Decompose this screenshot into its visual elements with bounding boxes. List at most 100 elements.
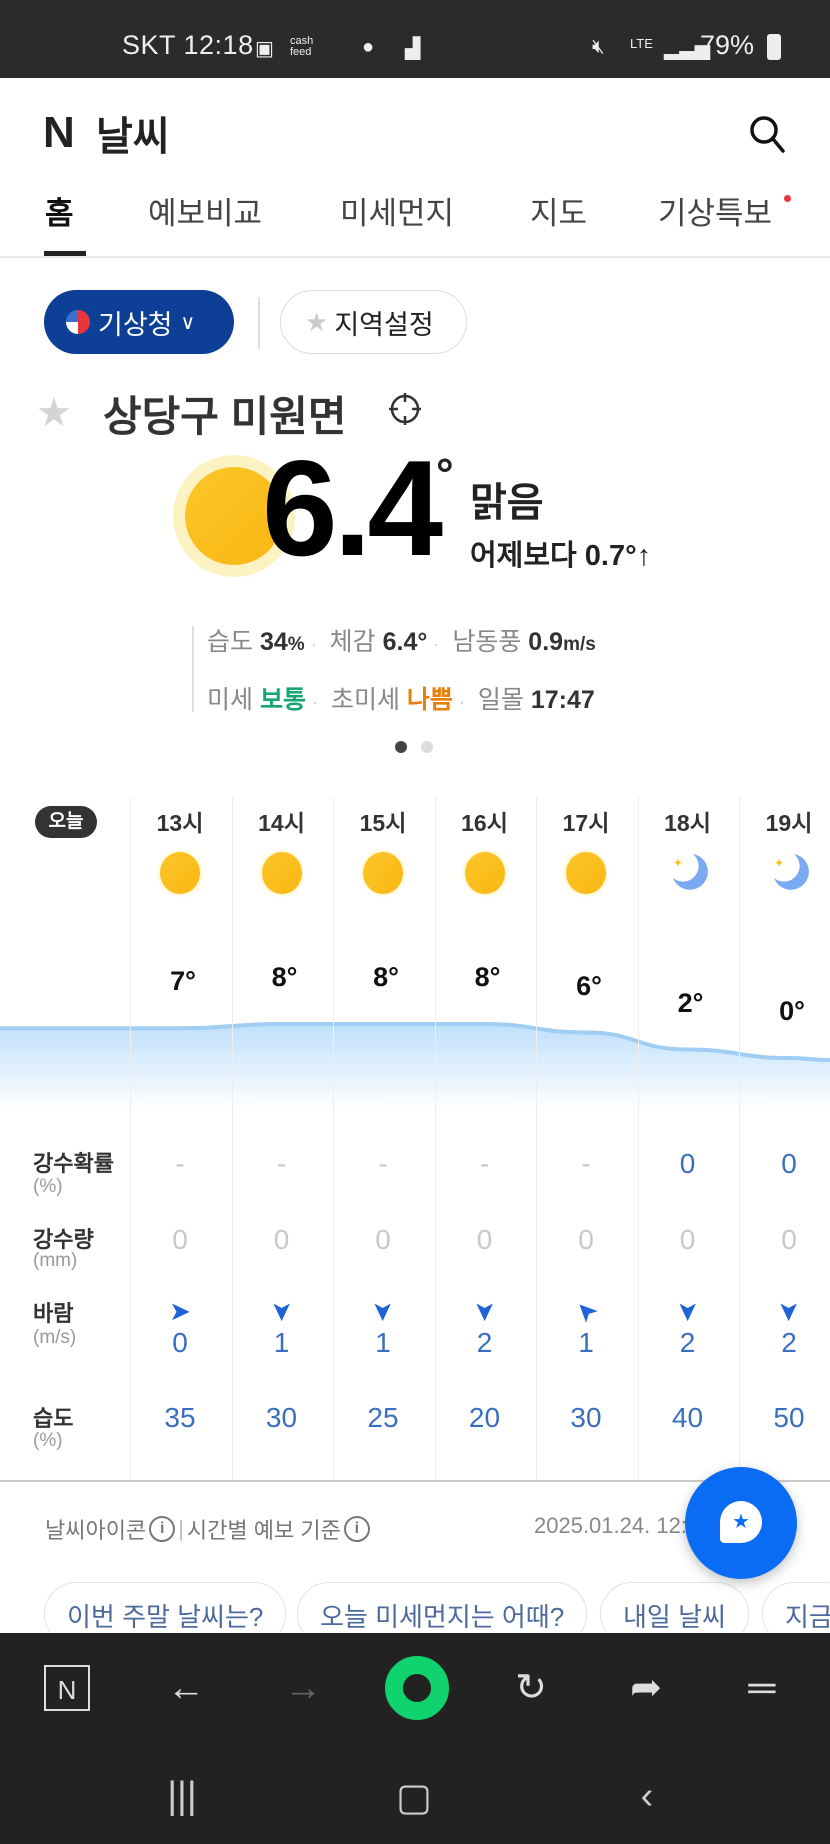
hour-temperature: 6° — [576, 970, 602, 1001]
sun-icon — [464, 852, 505, 894]
location-name: 상당구 미원면 — [103, 393, 347, 440]
star-icon: ★ — [305, 306, 329, 337]
humidity-value: 35 — [164, 1402, 196, 1433]
crosshair-icon[interactable] — [388, 392, 422, 426]
info-icon[interactable]: i — [149, 1516, 176, 1542]
menu-icon[interactable]: ═ — [748, 1667, 776, 1709]
wind-direction-icon: ➤ — [673, 1300, 703, 1323]
column-divider — [536, 797, 537, 1481]
forward-icon[interactable]: → — [284, 1667, 322, 1709]
suggestion-chip[interactable]: 내일 날씨 — [600, 1582, 749, 1646]
column-divider — [130, 797, 131, 1481]
column-divider — [739, 797, 740, 1481]
humidity-value: 34 — [259, 628, 288, 656]
refresh-icon[interactable]: ↻ — [515, 1667, 547, 1709]
info-icon[interactable]: i — [343, 1516, 370, 1542]
sunset-label: 일몰 — [477, 686, 524, 714]
degree-symbol: ° — [436, 450, 454, 499]
app-icon-2: ▟ — [405, 38, 421, 60]
hour-label: 19시 — [765, 810, 813, 836]
favorite-star-icon[interactable]: ★ — [36, 391, 72, 435]
humidity-value: 20 — [468, 1402, 501, 1433]
cashfeed-icon: cash feed — [290, 35, 314, 58]
carrier-time: SKT 12:18 — [122, 30, 254, 60]
chatbot-button[interactable]: ★ — [685, 1467, 797, 1579]
source-label: 기상청 — [98, 309, 173, 340]
recents-icon[interactable]: ||| — [167, 1775, 197, 1817]
update-timestamp: 2025.01.24. 12:1 — [534, 1513, 700, 1538]
pager-dot-active[interactable] — [395, 741, 407, 753]
precip-value: 0 — [476, 1224, 493, 1255]
precip-prob-value: - — [276, 1148, 287, 1179]
naver-logo[interactable]: N — [43, 108, 75, 157]
hour-label: 14시 — [258, 810, 305, 836]
wind-speed-value: 2 — [679, 1327, 696, 1358]
temperature-area — [0, 1024, 830, 1110]
precip-value: 0 — [172, 1224, 188, 1255]
share-icon[interactable]: ➦ — [630, 1667, 662, 1709]
suggestion-chip[interactable]: 이번 주말 날씨는? — [44, 1582, 287, 1646]
humidity-value: 30 — [265, 1402, 298, 1433]
feels-like-value: 6.4° — [382, 628, 428, 656]
signal-icon: ▂▃▅ — [664, 38, 711, 60]
pager-dot[interactable] — [421, 741, 433, 753]
active-tab-indicator — [44, 251, 86, 256]
wind-direction-icon: ➤ — [267, 1300, 297, 1323]
wind-row-label: 바람 — [33, 1301, 74, 1326]
kma-logo-icon — [66, 310, 90, 334]
precip-value: 0 — [578, 1224, 594, 1255]
tab-forecast-compare[interactable]: 예보비교 — [148, 196, 263, 231]
tab-home[interactable]: 홈 — [45, 196, 74, 231]
region-settings-label: 지역설정 — [334, 309, 434, 340]
wind-unit: m/s — [563, 634, 596, 655]
mute-icon: 🔇︎ — [592, 36, 605, 58]
temperature-line — [0, 1022, 830, 1062]
tab-map[interactable]: 지도 — [530, 196, 588, 231]
temp-value: 7 — [170, 966, 186, 997]
pm10-label: 미세 — [207, 686, 254, 714]
temp-value: 0 — [779, 996, 795, 1026]
divider — [0, 256, 830, 258]
moon-icon: ✦ — [667, 850, 709, 894]
search-icon[interactable] — [748, 114, 786, 154]
hour-label: 13시 — [156, 810, 204, 836]
divider — [258, 297, 260, 349]
hour-temperature: 8° — [271, 962, 298, 992]
wind-direction-icon: ➤ — [169, 1296, 191, 1326]
divider — [192, 626, 194, 712]
sunset-value: 17:47 — [530, 686, 595, 714]
notification-dot — [784, 195, 791, 202]
temp-value: 2 — [677, 987, 693, 1018]
weather-condition: 맑음 — [470, 481, 544, 525]
back-nav-icon[interactable]: ‹ — [640, 1775, 654, 1817]
wind-speed-value: 1 — [578, 1327, 594, 1358]
home-icon[interactable]: ▢ — [396, 1777, 432, 1819]
wind-direction-icon: ➤ — [567, 1293, 604, 1331]
pm10-status: 보통 — [259, 686, 306, 714]
back-icon[interactable]: ← — [167, 1667, 205, 1709]
hour-temperature: 8° — [474, 962, 501, 992]
column-divider — [637, 797, 639, 1481]
humidity-value: 25 — [367, 1402, 399, 1433]
sun-icon — [363, 852, 403, 894]
source-select-button[interactable]: 기상청 ∨ — [44, 290, 234, 354]
naver-home-icon[interactable]: N — [44, 1665, 90, 1711]
wind-direction-icon: ➤ — [470, 1300, 500, 1323]
green-dot-icon[interactable] — [385, 1656, 449, 1720]
weather-icon-info-label: 날씨아이콘 — [45, 1518, 147, 1543]
today-badge: 오늘 — [35, 806, 97, 838]
pm25-label: 초미세 — [330, 686, 400, 714]
precip-value: 0 — [375, 1224, 391, 1255]
temp-value: 8 — [474, 962, 490, 992]
svg-text:✦: ✦ — [774, 856, 784, 870]
hour-temperature: 8° — [373, 962, 399, 992]
divider — [0, 1480, 830, 1482]
hour-label: 16시 — [461, 810, 508, 836]
wind-direction-icon: ➤ — [774, 1300, 805, 1323]
page-title: 날씨 — [96, 115, 170, 159]
sun-icon — [173, 455, 295, 577]
tab-fine-dust[interactable]: 미세먼지 — [340, 196, 455, 231]
tab-weather-alert[interactable]: 기상특보 — [658, 196, 773, 231]
column-divider — [434, 797, 436, 1481]
region-settings-button[interactable]: ★ 지역설정 — [280, 290, 467, 354]
